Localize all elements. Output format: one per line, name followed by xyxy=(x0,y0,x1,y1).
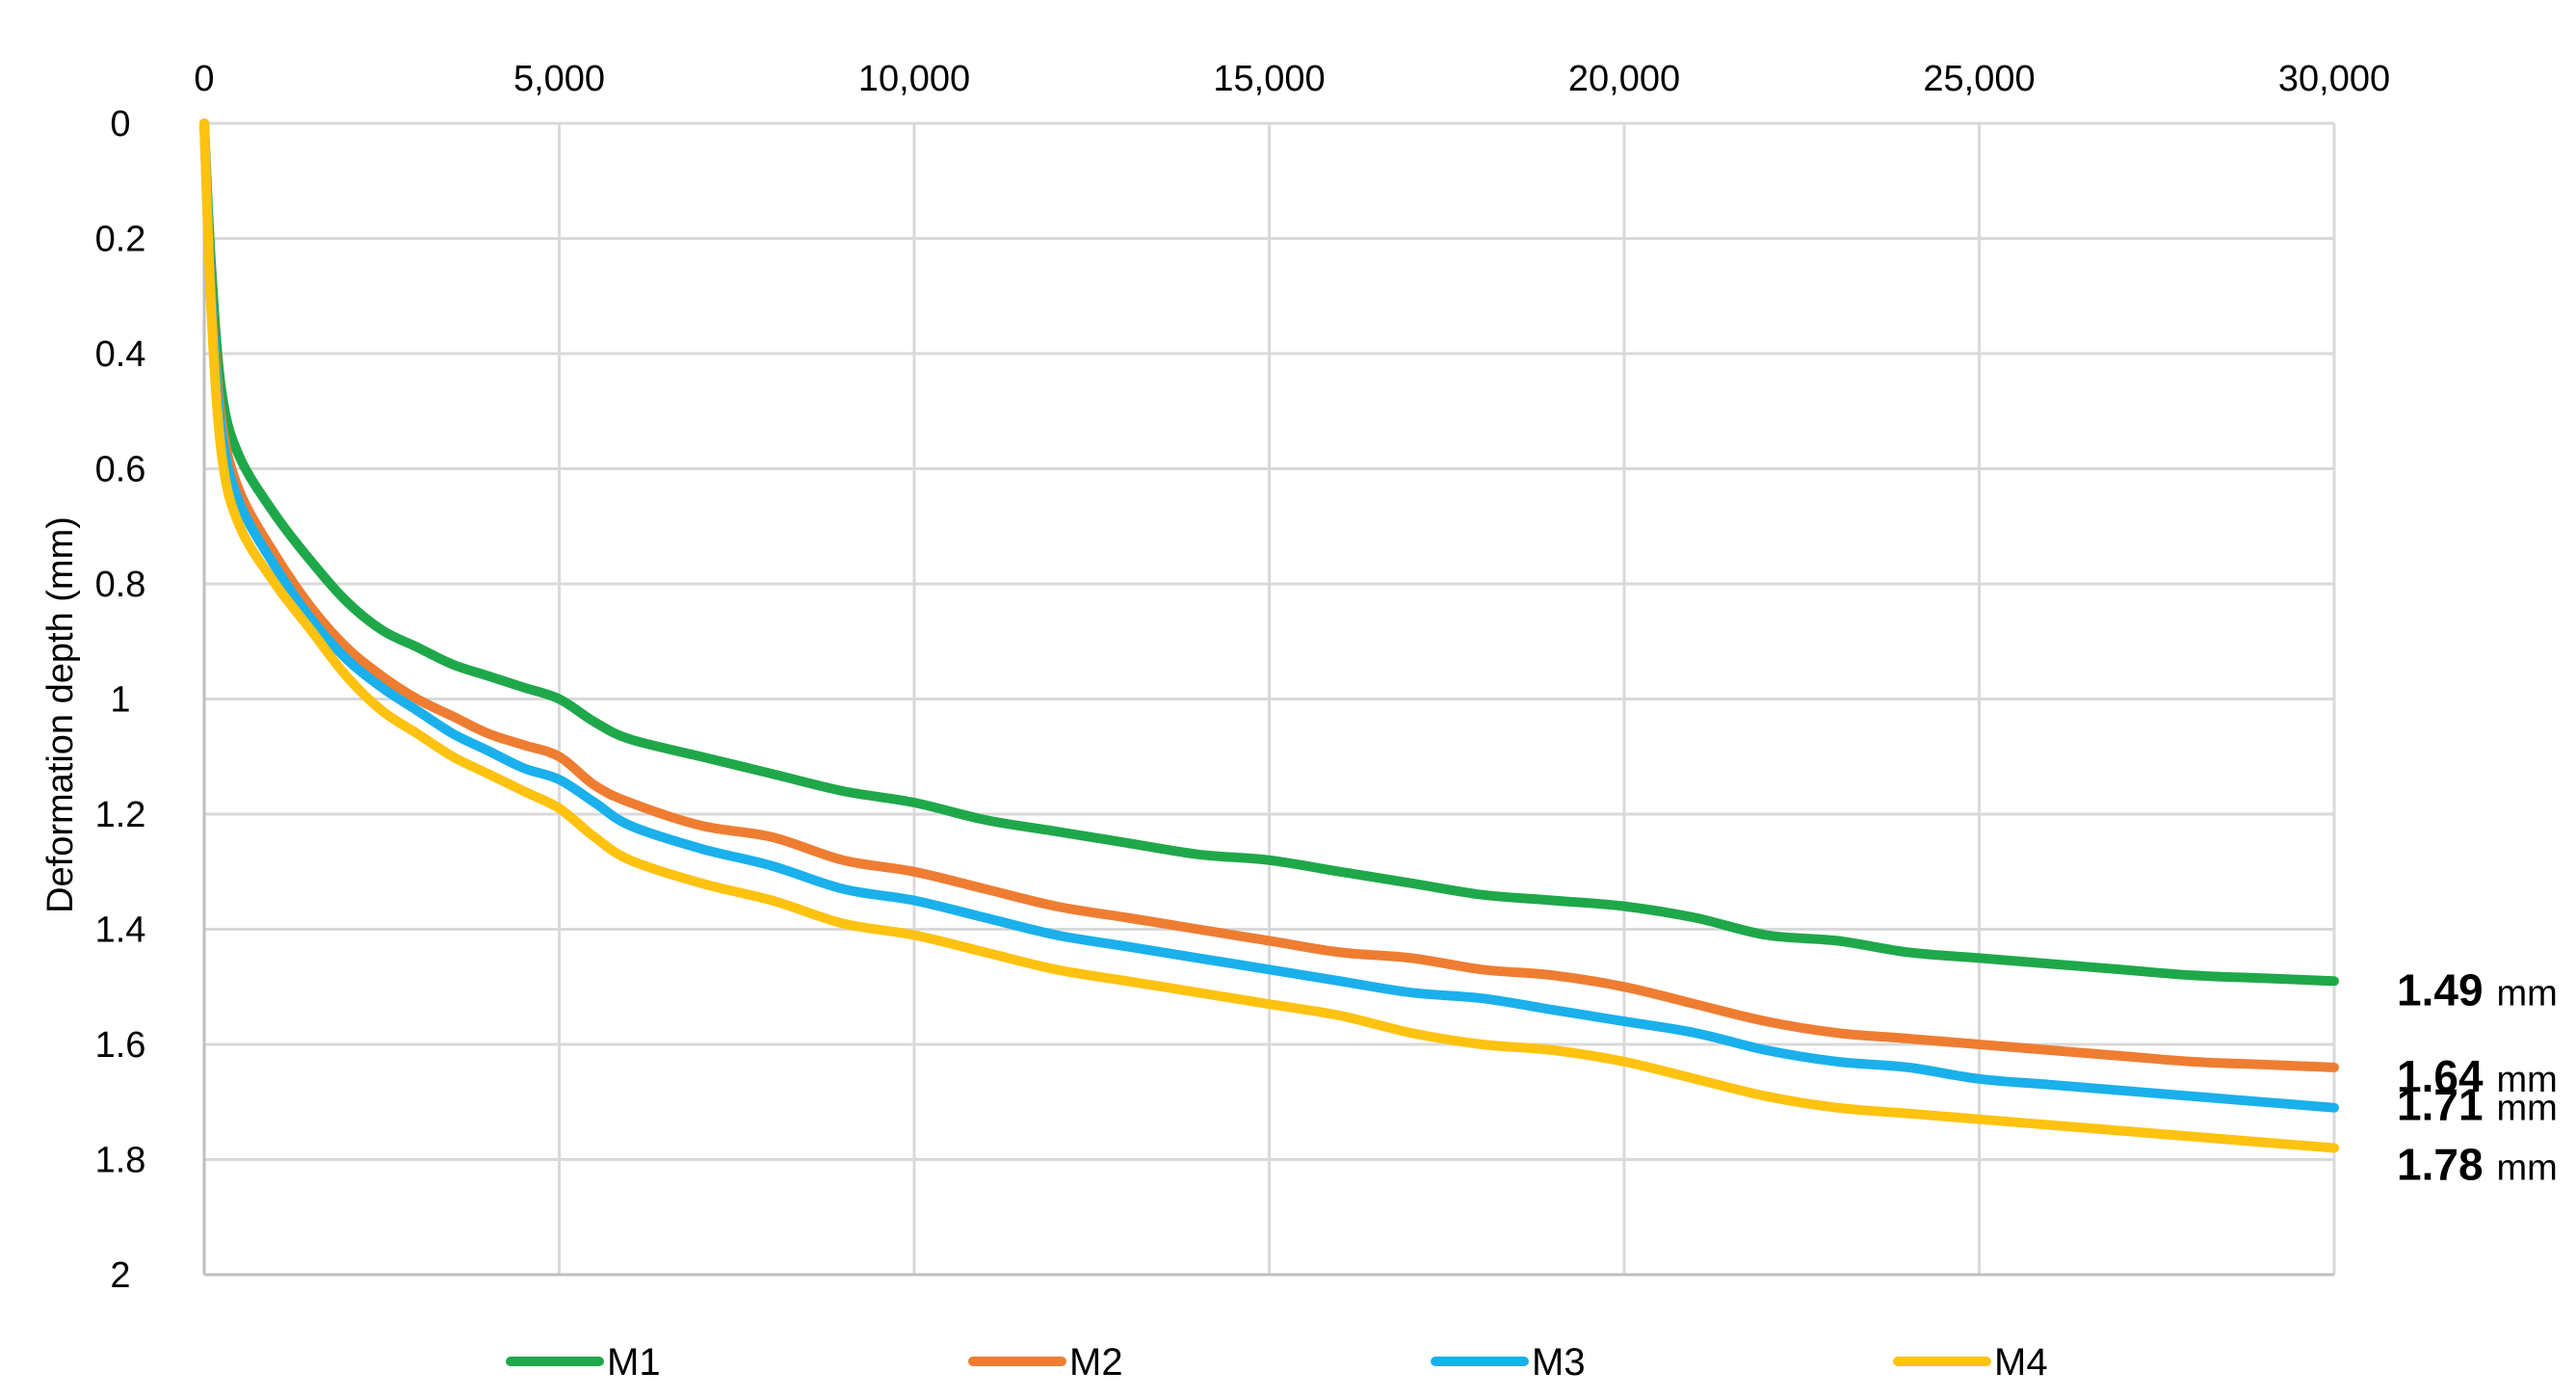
axes xyxy=(202,123,2334,1277)
series-line-m4 xyxy=(199,119,2339,1153)
y-tick-label: 2 xyxy=(110,1255,130,1296)
end-value-label-m4: 1.78 mm xyxy=(2397,1140,2558,1190)
y-tick-label: 0.8 xyxy=(95,565,146,605)
y-tick-label: 1 xyxy=(110,680,130,721)
legend-label-m4: M4 xyxy=(1994,1341,2048,1384)
end-value-labels: 1.49 mm 1.64 mm 1.71 mm 1.78 mm xyxy=(2397,964,2558,1189)
end-value-number: 1.64 xyxy=(2397,1051,2484,1101)
grid xyxy=(204,121,2336,1275)
end-value-number: 1.71 xyxy=(2397,1080,2484,1130)
end-value-label-m2: 1.64 mm xyxy=(2397,1051,2558,1101)
y-tick-label: 1.8 xyxy=(95,1141,146,1181)
series-lines xyxy=(199,119,2339,1153)
end-value-number: 1.78 xyxy=(2397,1140,2484,1190)
legend-label-m2: M2 xyxy=(1069,1341,1123,1384)
series-line-m3 xyxy=(199,119,2339,1113)
legend-label-m1: M1 xyxy=(607,1341,661,1384)
y-tick-label: 0 xyxy=(110,104,130,145)
x-tick-label: 10,000 xyxy=(858,59,970,99)
y-tick-label: 0.2 xyxy=(95,220,146,260)
end-value-label-m3: 1.71 mm xyxy=(2397,1080,2558,1130)
end-value-number: 1.49 xyxy=(2397,964,2484,1015)
y-tick-label: 1.4 xyxy=(95,910,146,951)
series-line-m1 xyxy=(199,119,2339,987)
y-axis-title: Deformation depth (mm) xyxy=(40,516,81,913)
tick-labels: 0 5,000 10,000 15,000 20,000 25,000 30,000 0 0.2… xyxy=(95,59,2391,1296)
end-value-unit: mm xyxy=(2497,1148,2558,1189)
x-tick-label: 20,000 xyxy=(1568,59,1680,99)
end-value-label-m1: 1.49 mm xyxy=(2397,964,2558,1015)
y-tick-label: 1.2 xyxy=(95,795,146,835)
y-tick-label: 1.6 xyxy=(95,1025,146,1066)
y-tick-label: 0.6 xyxy=(95,450,146,490)
legend: M1 M2 M3 M4 xyxy=(506,1341,2048,1384)
x-tick-label: 15,000 xyxy=(1213,59,1325,99)
end-value-unit: mm xyxy=(2497,973,2558,1014)
x-tick-label: 25,000 xyxy=(1923,59,2035,99)
y-tick-label: 0.4 xyxy=(95,334,146,375)
series-line-m2 xyxy=(199,119,2339,1072)
x-tick-label: 0 xyxy=(194,59,214,99)
end-value-unit: mm xyxy=(2497,1060,2558,1100)
x-tick-label: 30,000 xyxy=(2278,59,2390,99)
x-tick-label: 5,000 xyxy=(513,59,605,99)
legend-label-m3: M3 xyxy=(1532,1341,1586,1384)
end-value-unit: mm xyxy=(2497,1089,2558,1129)
